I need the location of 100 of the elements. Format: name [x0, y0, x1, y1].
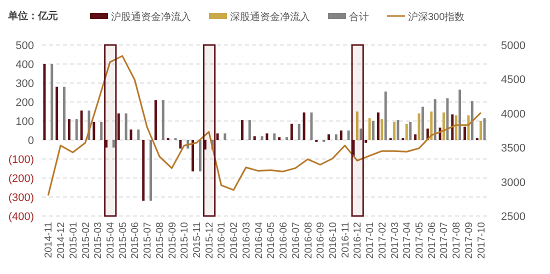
bar	[302, 112, 306, 140]
bar	[310, 112, 313, 140]
bar	[137, 130, 140, 140]
y2-tick-label: 5000	[501, 40, 526, 52]
bar	[75, 119, 78, 140]
bar	[384, 92, 387, 140]
x-tick-label: 2015-03	[93, 222, 104, 259]
bar	[380, 119, 384, 140]
bar	[434, 99, 436, 140]
bar	[467, 115, 470, 140]
bar	[198, 140, 202, 172]
x-tick-label: 2016-11	[340, 222, 352, 258]
bar	[480, 121, 482, 140]
bar	[124, 113, 128, 140]
bar	[278, 137, 281, 140]
x-tick-label: 2017-09	[464, 222, 475, 259]
x-tick-label: 2015-09	[167, 222, 178, 259]
x-tick-label: 2015-04	[105, 222, 116, 259]
y-tick-label: 200	[16, 97, 34, 109]
bar	[442, 112, 445, 140]
x-tick-label: 2016-09	[316, 222, 327, 259]
bar	[372, 121, 375, 140]
x-tick-label: 2014-12	[56, 222, 68, 259]
y2-tick-label: 4500	[501, 74, 526, 86]
x-tick-label: 2015-11	[192, 222, 204, 258]
y-tick-label: (100)	[8, 154, 34, 166]
bar	[50, 64, 54, 140]
bar	[80, 110, 83, 140]
x-tick-label: 2016-12	[352, 222, 364, 259]
bar	[464, 126, 466, 140]
x-tick-label: 2015-12	[204, 222, 216, 259]
bar	[266, 133, 268, 140]
x-tick-label: 2017-10	[476, 222, 488, 259]
bar	[405, 124, 408, 140]
x-tick-label: 2016-01	[216, 222, 228, 259]
bar	[483, 118, 486, 140]
bar	[68, 119, 70, 140]
bar	[248, 120, 251, 140]
x-tick-label: 2016-05	[266, 222, 278, 259]
y2-tick-label: 3500	[501, 142, 526, 155]
y-tick-label: 400	[16, 59, 34, 71]
x-tick-label: 2016-03	[241, 222, 252, 259]
bar	[112, 140, 115, 148]
y-tick-label: 300	[16, 78, 34, 90]
bar	[328, 134, 330, 140]
bar	[451, 114, 454, 140]
bar	[376, 112, 380, 140]
legend-label: 沪股通资金净流入	[111, 11, 191, 23]
x-tick-label: 2015-05	[118, 222, 129, 259]
x-tick-label: 2017-08	[452, 222, 463, 259]
bar	[418, 113, 420, 140]
y-tick-label: 500	[16, 40, 34, 52]
bar	[241, 120, 244, 140]
x-tick-label: 2016-04	[254, 222, 265, 259]
bar	[470, 101, 474, 140]
y-tick-label: (400)	[8, 211, 34, 223]
bar	[286, 137, 288, 140]
bar	[216, 133, 219, 140]
legend-label: 合计	[349, 11, 369, 23]
x-tick-label: 2017-03	[390, 222, 401, 259]
x-tick-label: 2017-05	[414, 222, 426, 259]
bar	[340, 130, 342, 140]
bar	[458, 90, 462, 140]
x-tick-label: 2016-07	[290, 222, 302, 259]
x-tick-label: 2017-04	[402, 222, 414, 259]
bar	[446, 98, 449, 140]
bar	[192, 140, 194, 172]
y-tick-label: (300)	[8, 192, 34, 204]
bar	[414, 134, 417, 140]
x-tick-label: 2015-06	[130, 222, 142, 259]
x-tick-label: 2015-07	[142, 222, 154, 259]
bar	[347, 130, 350, 140]
x-tick-label: 2015-08	[154, 222, 166, 259]
x-tick-label: 2017-02	[377, 222, 388, 259]
x-tick-label: 2016-10	[328, 222, 339, 259]
bar	[92, 122, 96, 140]
legend-label: 深股通资金净流入	[230, 11, 310, 23]
bar	[204, 140, 206, 150]
bar	[273, 133, 276, 140]
x-tick-label: 2017-01	[365, 222, 376, 259]
x-tick-label: 2015-01	[68, 222, 80, 259]
bar	[430, 112, 433, 140]
x-tick-label: 2016-02	[229, 222, 240, 259]
bar	[142, 140, 145, 201]
bar	[393, 122, 396, 140]
bar	[421, 106, 424, 140]
bar	[100, 122, 103, 140]
bar	[117, 113, 120, 140]
bar	[290, 124, 293, 140]
bar	[454, 115, 458, 140]
bar	[364, 140, 368, 143]
bar	[179, 140, 182, 149]
bar	[334, 134, 338, 140]
y-axis-title: 单位：亿元	[7, 10, 58, 22]
x-tick-label: 2017-07	[439, 222, 450, 259]
y-tick-label: 0	[28, 135, 34, 147]
bar	[356, 112, 358, 140]
y2-tick-label: 3000	[501, 176, 526, 189]
bar	[409, 122, 412, 140]
x-tick-label: 2017-06	[426, 222, 438, 259]
